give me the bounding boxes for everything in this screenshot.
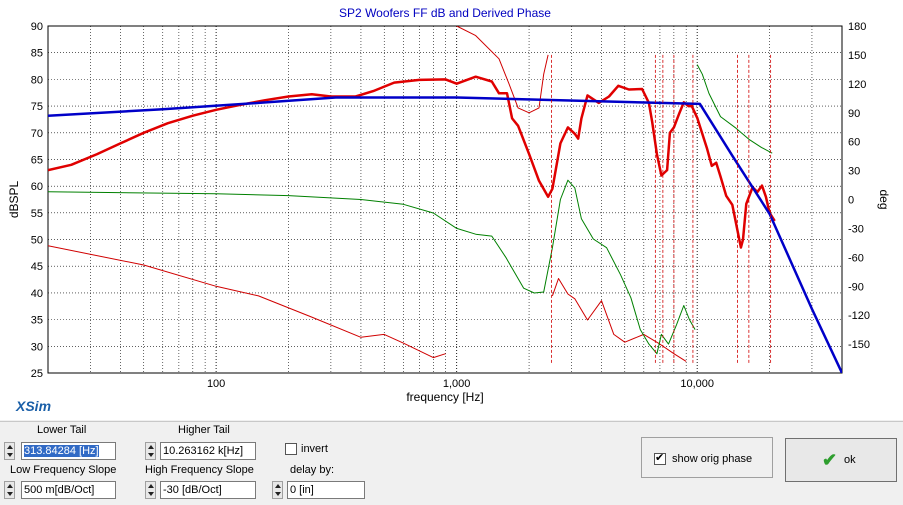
y2-tick-label: 0: [848, 195, 854, 207]
show-orig-phase-label: show orig phase: [672, 453, 753, 465]
lower-tail-spinner[interactable]: [4, 442, 15, 460]
chart-title: SP2 Woofers FF dB and Derived Phase: [339, 6, 551, 20]
y-tick-label: 70: [31, 128, 43, 140]
checkmark-icon: ✔: [822, 450, 838, 470]
ok-button-label: ok: [844, 454, 856, 466]
orig-phase-curve: [48, 64, 773, 355]
show-orig-phase-group: [641, 437, 773, 478]
x-tick-label: 10,000: [680, 378, 714, 390]
y-tick-label: 25: [31, 368, 43, 380]
spl-curve: [48, 75, 776, 249]
y-tick-label: 30: [31, 341, 43, 353]
y2-tick-label: 150: [848, 50, 866, 62]
x-tick-label: 100: [207, 378, 225, 390]
delay-spinner[interactable]: [272, 481, 283, 499]
high-frequency-slope-input[interactable]: -30 [dB/Oct]: [160, 481, 256, 499]
plot-area: 90 85 80 75 70 65 60 55 50 45 40 35 30 25 180 150 120 90 6…: [0, 0, 903, 420]
ok-button[interactable]: ✔ ok: [785, 438, 897, 482]
y2-tick-label: -150: [848, 339, 870, 351]
y2-tick-label: 180: [848, 21, 866, 33]
y-tick-label: 90: [31, 21, 43, 33]
target-curve: [48, 96, 842, 373]
lower-tail-label: Lower Tail: [37, 424, 87, 436]
xsim-watermark: XSim: [16, 398, 52, 414]
y-tick-label: 75: [31, 101, 43, 113]
low-frequency-slope-input[interactable]: 500 m[dB/Oct]: [21, 481, 116, 499]
y2-tick-label: -30: [848, 223, 864, 235]
delay-label: delay by:: [290, 464, 335, 476]
delay-input[interactable]: 0 [in]: [287, 481, 365, 499]
y-tick-label: 55: [31, 208, 43, 220]
invert-checkbox[interactable]: [285, 443, 297, 455]
plot-frame: [47, 25, 843, 374]
low-frequency-slope-spinner[interactable]: [4, 481, 15, 499]
y-tick-label: 80: [31, 74, 43, 86]
derived-phase-curve: [48, 26, 687, 362]
y-tick-label: 35: [31, 315, 43, 327]
y-tick-label: 45: [31, 261, 43, 273]
higher-tail-input[interactable]: 10.263162 k[Hz]: [160, 442, 256, 460]
y-tick-label: 40: [31, 288, 43, 300]
show-orig-phase-checkbox[interactable]: [654, 451, 666, 465]
y2-tick-label: 120: [848, 79, 866, 91]
y2-tick-label: 30: [848, 166, 860, 178]
y2-tick-label: -60: [848, 252, 864, 264]
lower-tail-input[interactable]: 313.84284 [Hz]: [21, 442, 116, 460]
y2-tick-label: -90: [848, 281, 864, 293]
x-axis-label: frequency [Hz]: [406, 390, 483, 404]
y2-tick-label: 90: [848, 108, 860, 120]
y-tick-label: 50: [31, 235, 43, 247]
high-frequency-slope-spinner[interactable]: [145, 481, 156, 499]
control-panel: [0, 421, 903, 505]
y2-tick-label: -120: [848, 310, 870, 322]
low-frequency-slope-label: Low Frequency Slope: [10, 464, 117, 476]
higher-tail-spinner[interactable]: [145, 442, 156, 460]
y-tick-label: 60: [31, 181, 43, 193]
y-tick-label: 85: [31, 48, 43, 60]
y-axis-label: dBSPL: [7, 180, 21, 218]
invert-label: invert: [301, 443, 328, 455]
y-tick-label: 65: [31, 154, 43, 166]
x-tick-label: 1,000: [443, 378, 471, 390]
high-frequency-slope-label: High Frequency Slope: [145, 464, 254, 476]
higher-tail-label: Higher Tail: [178, 424, 230, 436]
spl-phase-chart: 90 85 80 75 70 65 60 55 50 45 40 35 30 25 180 150 120 90 6…: [7, 6, 891, 404]
y2-axis-label: deg: [877, 189, 891, 209]
y2-tick-label: 60: [848, 137, 860, 149]
